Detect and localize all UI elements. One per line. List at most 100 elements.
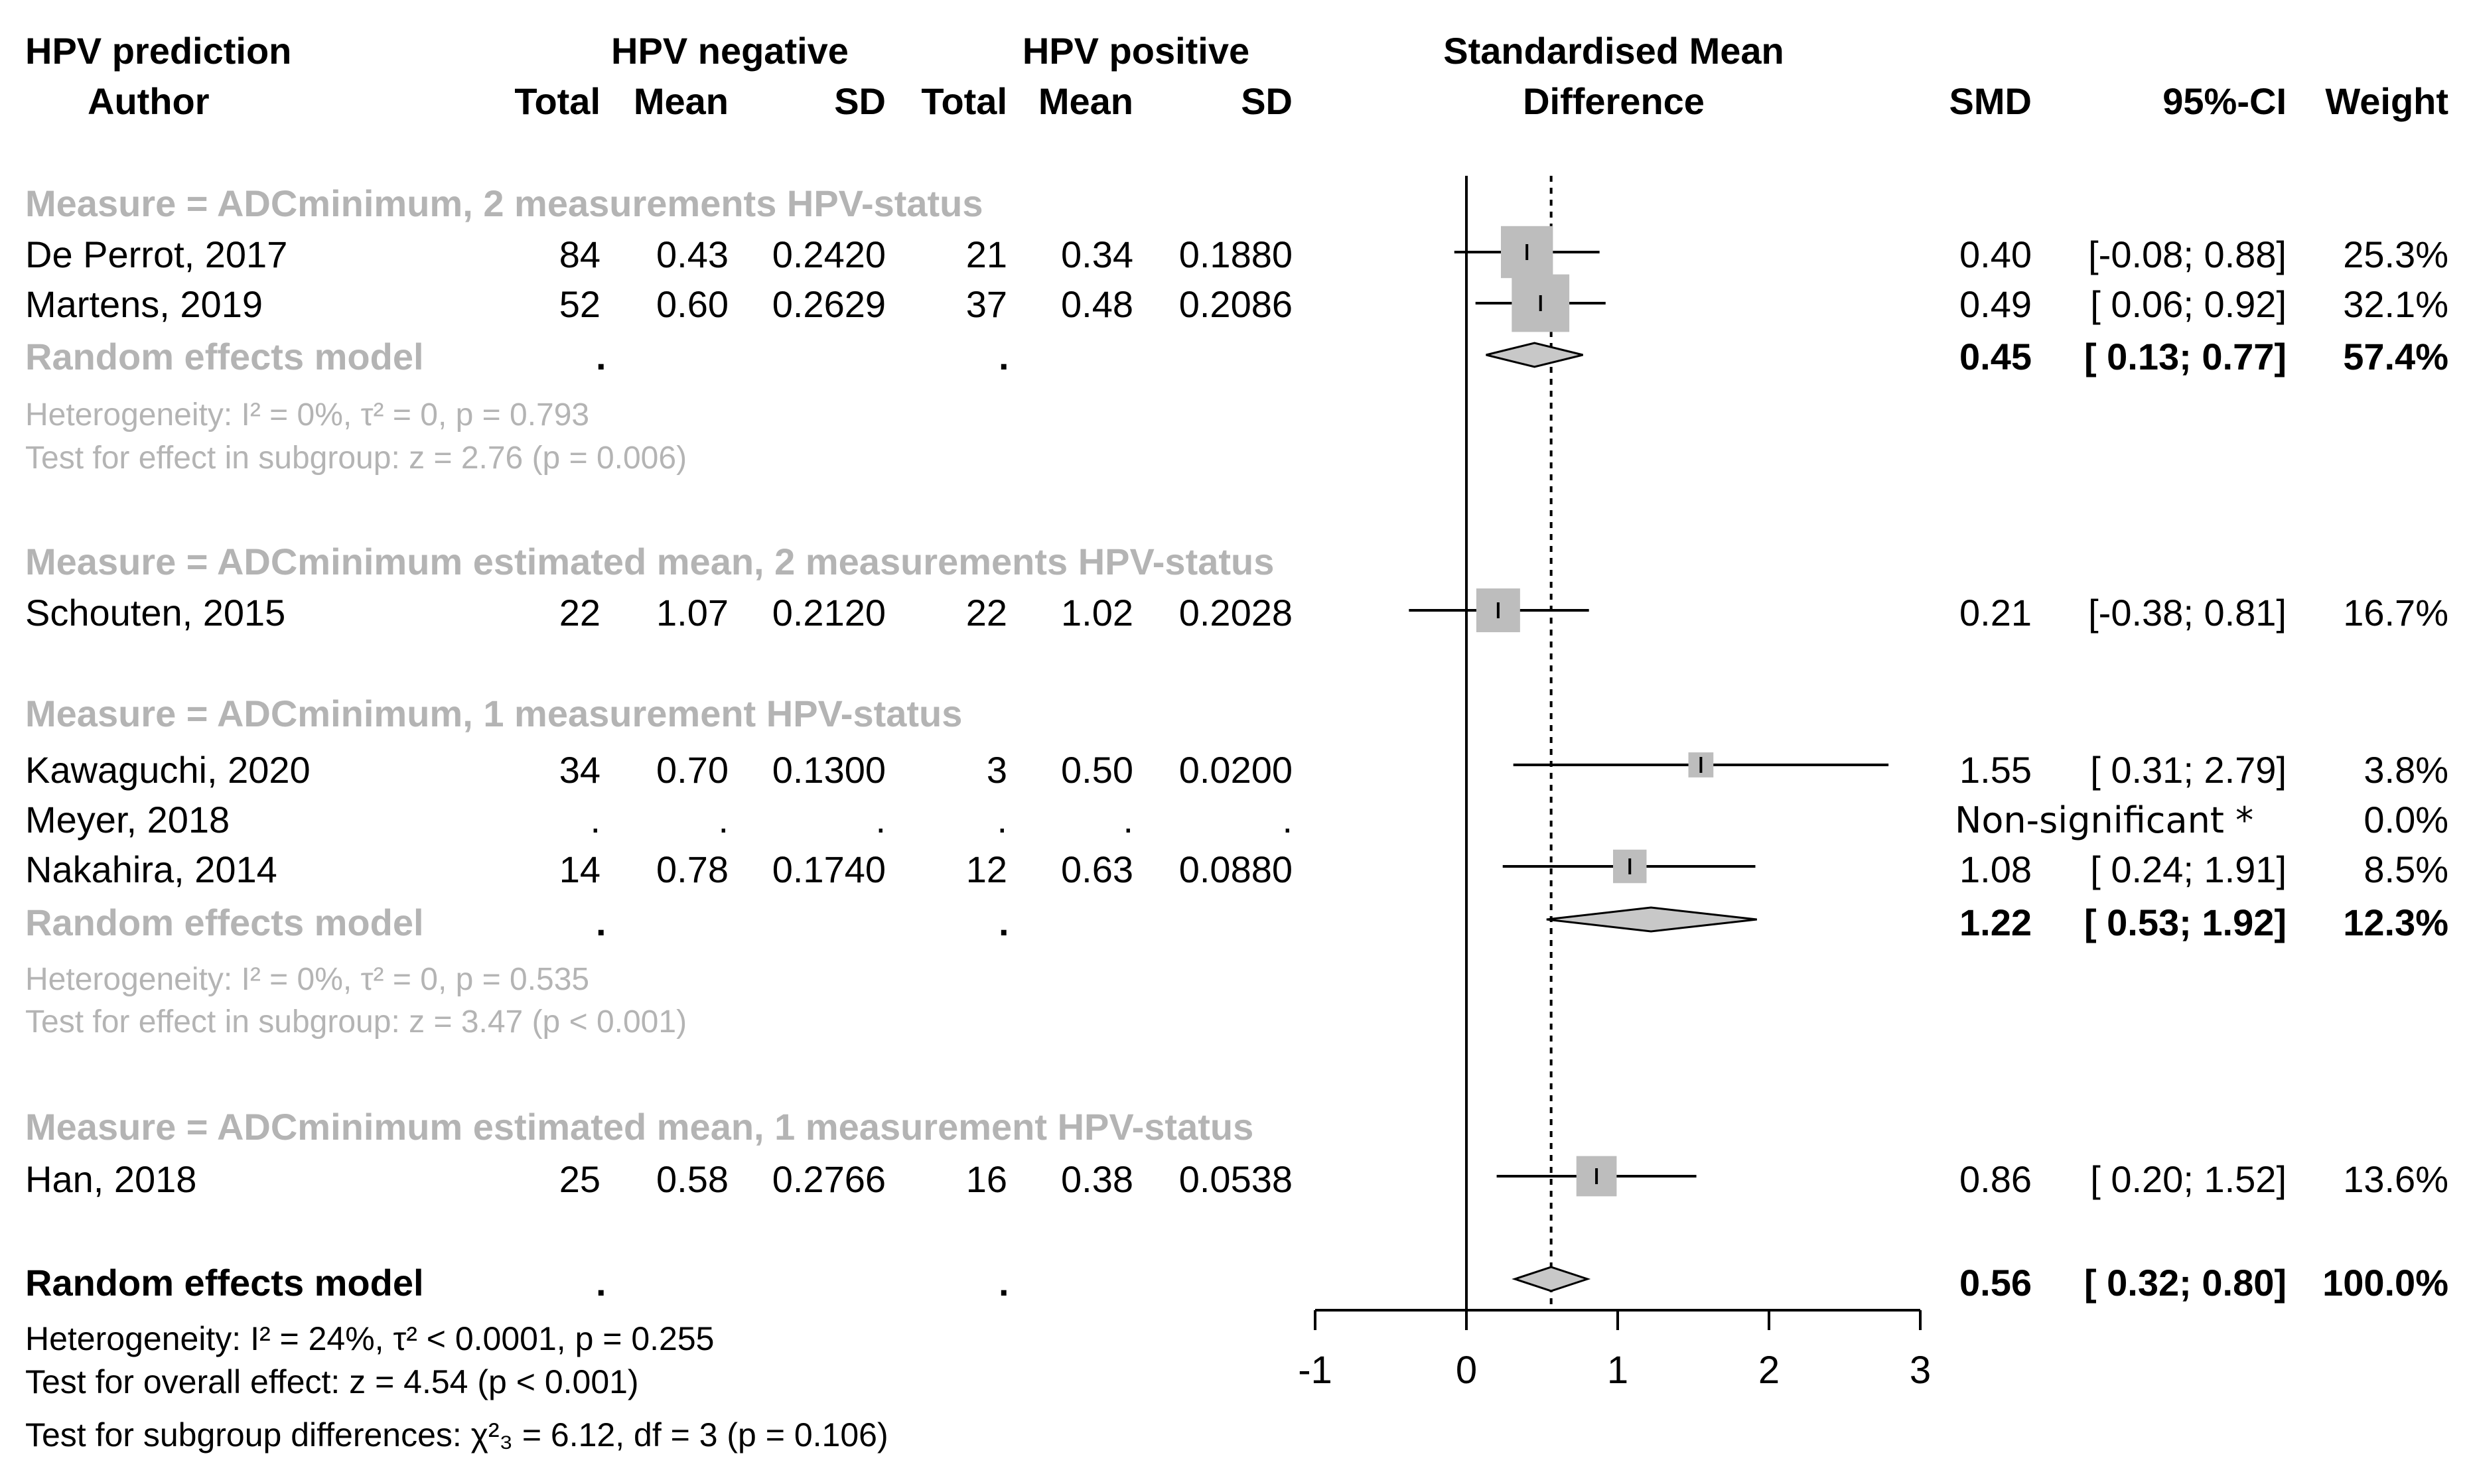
study-row: Kawaguchi, 2020 34 0.70 0.1300 3 0.50 0.… — [25, 749, 2448, 791]
subgroup-differences-test: Test for subgroup differences: χ²₃ = 6.1… — [25, 1416, 888, 1453]
header-ci: 95%-CI — [2162, 80, 2287, 122]
header-weight: Weight — [2325, 80, 2448, 122]
subgroup-label: Measure = ADCminimum estimated mean, 1 m… — [25, 1106, 1253, 1148]
study-weight: 13.6% — [2343, 1158, 2448, 1200]
study-n-pos: . — [997, 799, 1007, 841]
study-n-neg: 52 — [559, 283, 600, 325]
study-smd: 0.21 — [1959, 592, 2032, 634]
pooled-diamond — [1512, 1266, 1591, 1292]
subgroup-label: Measure = ADCminimum, 2 measurements HPV… — [25, 182, 983, 224]
study-n-pos: 22 — [966, 592, 1007, 634]
study-n-neg: 22 — [559, 592, 600, 634]
study-weight: 3.8% — [2364, 749, 2448, 791]
study-ci: [ 0.24; 1.91] — [2090, 848, 2287, 890]
study-sd-neg: 0.2766 — [772, 1158, 886, 1200]
study-sd-neg: 0.2420 — [772, 234, 886, 275]
study-smd: 0.86 — [1959, 1158, 2032, 1200]
study-ci: [-0.38; 0.81] — [2088, 592, 2287, 634]
pooled-ci: [ 0.13; 0.77] — [2084, 336, 2287, 377]
header-smd: SMD — [1949, 80, 2032, 122]
pooled-ci: [ 0.53; 1.92] — [2084, 902, 2287, 943]
header-plot-line2: Difference — [1523, 80, 1705, 122]
overall-ci: [ 0.32; 0.80] — [2084, 1262, 2287, 1304]
header-total-neg: Total — [514, 80, 600, 122]
x-tick-label: -1 — [1298, 1349, 1332, 1392]
x-tick-label: 1 — [1607, 1349, 1628, 1392]
pooled-smd: 0.45 — [1959, 336, 2032, 377]
pooled-dot: . — [596, 902, 606, 943]
header-hpv-positive: HPV positive — [1023, 30, 1249, 72]
study-mean-neg: 0.58 — [656, 1158, 729, 1200]
pooled-diamond — [1546, 906, 1757, 933]
study-sd-neg: 0.2120 — [772, 592, 886, 634]
x-tick-label: 3 — [1910, 1349, 1931, 1392]
study-row: Schouten, 2015 22 1.07 0.2120 22 1.02 0.… — [25, 592, 2448, 634]
study-smd: 1.55 — [1959, 749, 2032, 791]
study-mean-pos: 0.34 — [1061, 234, 1133, 275]
study-mean-neg: . — [718, 799, 729, 841]
header-author: Author — [88, 80, 210, 122]
header-mean-pos: Mean — [1038, 80, 1133, 122]
study-sd-pos: 0.0200 — [1179, 749, 1293, 791]
study-row: Nakahira, 2014 14 0.78 0.1740 12 0.63 0.… — [25, 848, 2448, 890]
study-mean-pos: 0.63 — [1061, 848, 1133, 890]
subgroup-1: Measure = ADCminimum, 2 measurements HPV… — [25, 182, 2448, 476]
pooled-smd: 1.22 — [1959, 902, 2032, 943]
study-ci: [ 0.20; 1.52] — [2090, 1158, 2287, 1200]
header-group: HPV prediction — [25, 30, 291, 72]
header-sd-pos: SD — [1241, 80, 1293, 122]
study-author: Nakahira, 2014 — [25, 848, 277, 890]
overall-dot: . — [999, 1262, 1009, 1304]
study-weight: 25.3% — [2343, 234, 2448, 275]
study-mean-neg: 0.78 — [656, 848, 729, 890]
overall-smd: 0.56 — [1959, 1262, 2032, 1304]
study-n-pos: 12 — [966, 848, 1007, 890]
study-n-neg: 84 — [559, 234, 600, 275]
study-mean-pos: 0.50 — [1061, 749, 1133, 791]
pooled-label: Random effects model — [25, 336, 424, 377]
x-tick-label: 0 — [1456, 1349, 1477, 1392]
study-ci: [ 0.06; 0.92] — [2090, 283, 2287, 325]
study-sd-pos: 0.1880 — [1179, 234, 1293, 275]
subgroup-test-text: Test for effect in subgroup: z = 3.47 (p… — [25, 1004, 687, 1040]
pooled-diamond — [1486, 342, 1583, 368]
study-author: Meyer, 2018 — [25, 799, 230, 841]
overall-heterogeneity: Heterogeneity: I² = 24%, τ² < 0.0001, p … — [25, 1320, 714, 1357]
study-author: De Perrot, 2017 — [25, 234, 287, 275]
study-n-neg: 14 — [559, 848, 600, 890]
study-n-neg: . — [590, 799, 600, 841]
heterogeneity-text: Heterogeneity: I² = 0%, τ² = 0, p = 0.53… — [25, 962, 589, 997]
subgroup-3: Measure = ADCminimum, 1 measurement HPV-… — [25, 693, 2448, 1040]
study-n-pos: 21 — [966, 234, 1007, 275]
overall-test: Test for overall effect: z = 4.54 (p < 0… — [25, 1363, 639, 1400]
header-total-pos: Total — [921, 80, 1007, 122]
study-sd-neg: 0.2629 — [772, 283, 886, 325]
study-mean-pos: 1.02 — [1061, 592, 1133, 634]
study-n-neg: 25 — [559, 1158, 600, 1200]
study-n-pos: 3 — [987, 749, 1007, 791]
study-smd: 0.40 — [1959, 234, 2032, 275]
study-row: Martens, 2019 52 0.60 0.2629 37 0.48 0.2… — [25, 283, 2448, 325]
study-row: Meyer, 2018 . . . . . . Non-significant … — [25, 799, 2448, 841]
pooled-row: Random effects model . . 1.22 [ 0.53; 1.… — [25, 902, 2448, 943]
study-weight: 8.5% — [2364, 848, 2448, 890]
study-ci: [ 0.31; 2.79] — [2090, 749, 2287, 791]
study-sd-pos: 0.2086 — [1179, 283, 1293, 325]
study-author: Schouten, 2015 — [25, 592, 285, 634]
header-sd-neg: SD — [834, 80, 886, 122]
study-sd-pos: . — [1282, 799, 1293, 841]
study-sd-pos: 0.2028 — [1179, 592, 1293, 634]
subgroup-label: Measure = ADCminimum estimated mean, 2 m… — [25, 541, 1274, 582]
study-sd-pos: 0.0880 — [1179, 848, 1293, 890]
study-row: Han, 2018 25 0.58 0.2766 16 0.38 0.0538 … — [25, 1158, 2448, 1200]
pooled-weight: 12.3% — [2343, 902, 2448, 943]
study-mean-neg: 1.07 — [656, 592, 729, 634]
study-weight: 32.1% — [2343, 283, 2448, 325]
overall-label: Random effects model — [25, 1262, 424, 1304]
study-mean-pos: . — [1123, 799, 1133, 841]
subgroup-test-text: Test for effect in subgroup: z = 2.76 (p… — [25, 440, 687, 476]
study-mean-pos: 0.38 — [1061, 1158, 1133, 1200]
study-mean-neg: 0.60 — [656, 283, 729, 325]
study-sd-neg: 0.1300 — [772, 749, 886, 791]
